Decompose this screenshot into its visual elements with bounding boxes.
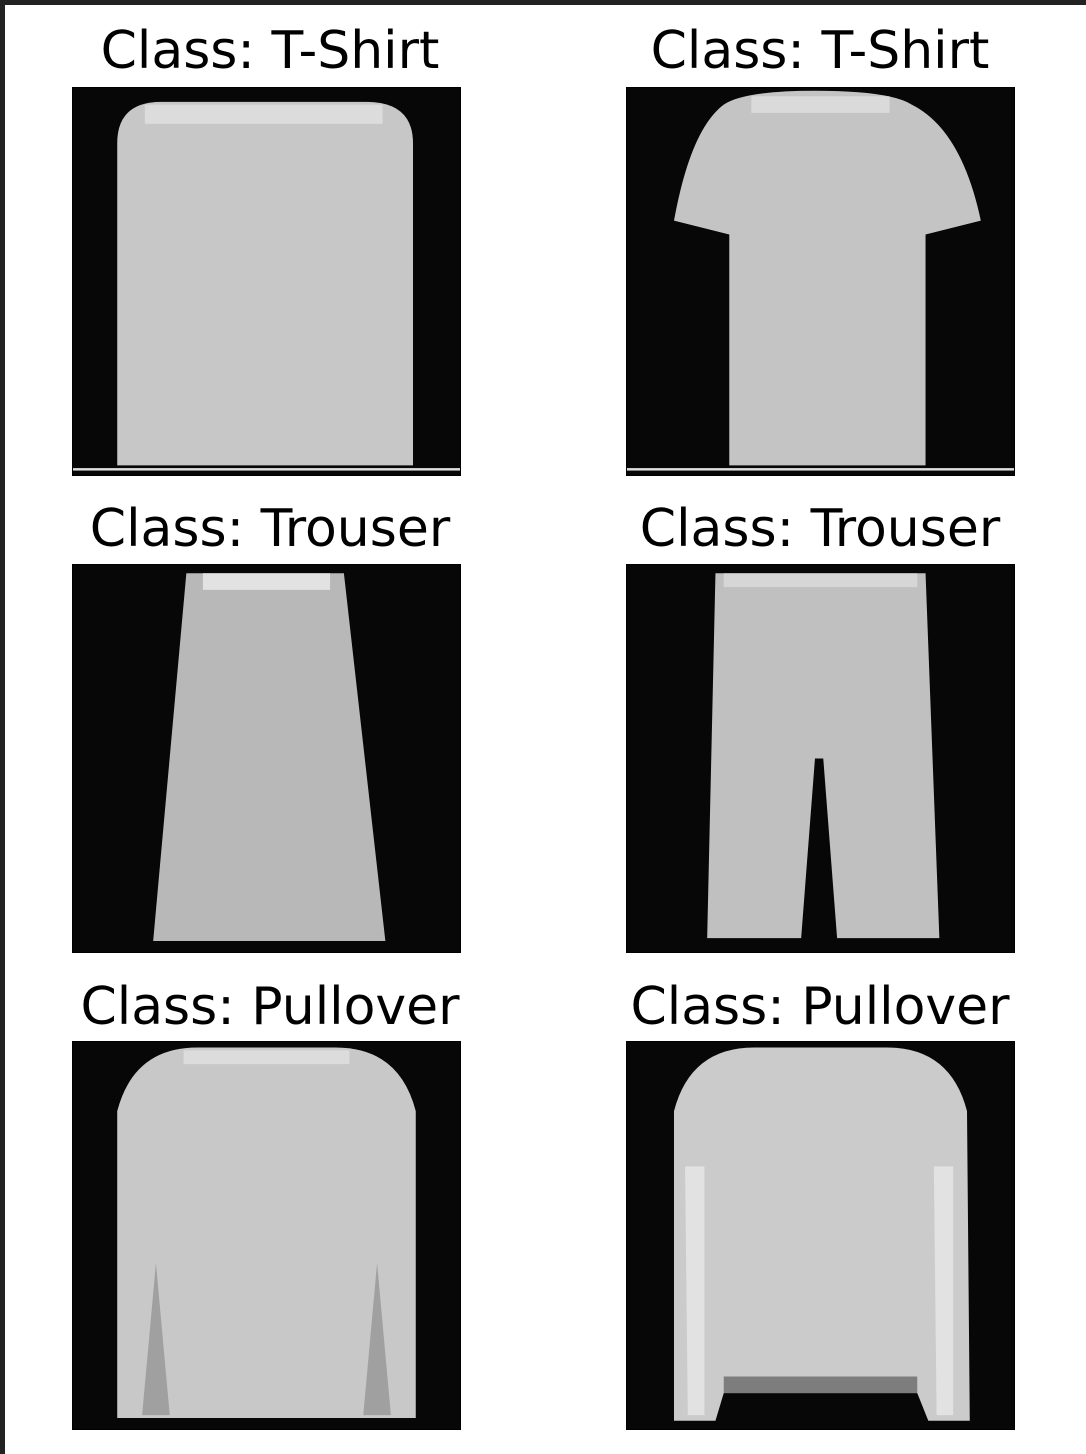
panel-title: Class: Trouser: [89, 499, 451, 559]
garment-image-pullover-2-graphic: [627, 1042, 1014, 1429]
panel-title: Class: Pullover: [630, 977, 1010, 1037]
panel-title: Class: Trouser: [639, 499, 1001, 559]
garment-image-pullover-1: [72, 1041, 461, 1430]
garment-image-pullover-2: [626, 1041, 1015, 1430]
panel-title: Class: T-Shirt: [100, 21, 440, 81]
garment-image-pullover-1-graphic: [73, 1042, 460, 1429]
garment-image-trouser-1: [72, 564, 461, 953]
garment-image-trouser-1-graphic: [73, 565, 460, 952]
garment-image-tshirt-1-graphic: [73, 88, 460, 475]
garment-image-trouser-2: [626, 564, 1015, 953]
garment-image-tshirt-1: [72, 87, 461, 476]
garment-image-tshirt-2-graphic: [627, 88, 1014, 475]
panel-title: Class: Pullover: [80, 977, 460, 1037]
figure-canvas: Class: T-Shirt Class: T-Shirt Class: Tro…: [5, 5, 1086, 1454]
garment-image-tshirt-2: [626, 87, 1015, 476]
panel-title: Class: T-Shirt: [650, 21, 990, 81]
garment-image-trouser-2-graphic: [627, 565, 1014, 952]
